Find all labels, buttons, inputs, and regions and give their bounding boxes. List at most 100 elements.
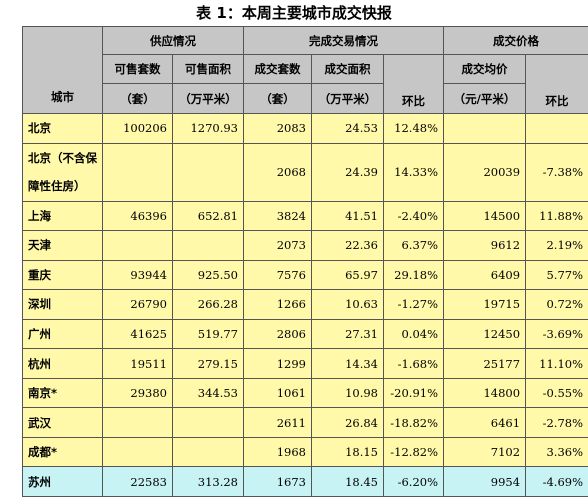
sale-area-cell	[172, 407, 244, 438]
header-sale-units: 可售套数	[102, 54, 173, 84]
avg-price-cell: 14800	[443, 377, 527, 409]
deal-area-cell: 24.39	[311, 142, 384, 202]
sale-units-cell: 46396	[102, 200, 173, 232]
header-deal-hb: 环比	[382, 54, 445, 114]
sale-area-cell	[172, 142, 244, 202]
city-cell: 杭州	[22, 348, 103, 379]
sale-area-cell	[172, 230, 244, 261]
deal-hb-cell: 0.04%	[382, 318, 445, 350]
avg-price-cell: 7102	[443, 436, 527, 468]
deal-hb-cell: 14.33%	[382, 142, 445, 202]
sale-units-cell	[102, 407, 173, 438]
city-cell: 上海	[22, 200, 103, 232]
price-hb-cell: 11.10%	[525, 348, 588, 379]
deal-hb-cell: 29.18%	[382, 259, 445, 291]
header-supply: 供应情况	[102, 26, 244, 55]
header-price: 成交价格	[443, 26, 588, 55]
price-hb-cell: -2.78%	[525, 407, 588, 438]
deal-area-cell: 65.97	[311, 259, 384, 291]
avg-price-cell: 9954	[443, 466, 527, 497]
avg-price-cell: 19715	[443, 289, 527, 320]
avg-price-cell: 6409	[443, 259, 527, 291]
header-unit-area-2: （万平米）	[311, 83, 384, 114]
deal-area-cell: 18.15	[311, 436, 384, 468]
sale-area-cell	[172, 436, 244, 468]
avg-price-cell: 25177	[443, 348, 527, 379]
deal-units-cell: 1673	[243, 466, 312, 497]
city-cell: 重庆	[22, 259, 103, 291]
deal-hb-cell: -1.27%	[382, 289, 445, 320]
sale-area-cell: 925.50	[172, 259, 244, 291]
avg-price-cell	[443, 113, 527, 144]
avg-price-cell: 14500	[443, 200, 527, 232]
deal-area-cell: 18.45	[311, 466, 384, 497]
table-row: 苏州 22583 313.28 1673 18.45 -6.20% 9954 -4.69%	[22, 466, 588, 497]
header-deal: 完成交易情况	[242, 26, 445, 55]
price-hb-cell: 3.36%	[525, 436, 588, 468]
sale-units-cell	[102, 436, 173, 468]
deal-area-cell: 14.34	[311, 348, 384, 379]
deal-hb-cell: -6.20%	[382, 466, 445, 497]
table-row: 北京 100206 1270.93 2083 24.53 12.48%	[22, 113, 588, 144]
deal-hb-cell: -12.82%	[382, 436, 445, 468]
price-hb-cell: -4.69%	[525, 466, 588, 497]
table-row: 广州 41625 519.77 2806 27.31 0.04% 12450 -3.69%	[22, 318, 588, 350]
city-cell: 武汉	[22, 407, 103, 438]
header-unit-tao-2: （套）	[243, 83, 312, 114]
deal-units-cell: 3824	[243, 200, 312, 232]
sale-units-cell	[102, 142, 173, 202]
sale-units-cell: 22583	[102, 466, 173, 497]
header-avg-price: 成交均价	[443, 54, 527, 84]
city-cell: 广州	[22, 318, 103, 350]
city-cell: 成都*	[22, 436, 103, 468]
city-cell: 南京*	[22, 377, 103, 409]
header-city: 城市	[22, 26, 103, 114]
deal-area-cell: 22.36	[311, 230, 384, 261]
sale-units-cell: 19511	[102, 348, 173, 379]
sale-area-cell: 313.28	[172, 466, 244, 497]
deal-hb-cell: -1.68%	[382, 348, 445, 379]
price-hb-cell: 11.88%	[525, 200, 588, 232]
deal-area-cell: 10.63	[311, 289, 384, 320]
table-row: 武汉 2611 26.84 -18.82% 6461 -2.78%	[22, 407, 588, 438]
deal-area-cell: 27.31	[311, 318, 384, 350]
table-body: 北京 100206 1270.93 2083 24.53 12.48% 北京（不含保障性住房…	[22, 113, 588, 497]
price-hb-cell: -0.55%	[525, 377, 588, 409]
sale-units-cell: 100206	[102, 113, 173, 144]
city-cell: 深圳	[22, 289, 103, 320]
header-unit-price: （元/平米）	[443, 83, 527, 114]
city-deals-table: 城市 供应情况 完成交易情况 成交价格 可售套数 可售面积 成交套数 成交面积 …	[22, 26, 588, 497]
sale-area-cell: 266.28	[172, 289, 244, 320]
deal-hb-cell: 12.48%	[382, 113, 445, 144]
city-cell: 北京	[22, 113, 103, 144]
header-deal-units: 成交套数	[243, 54, 312, 84]
table-title: 表 1：本周主要城市成交快报	[196, 4, 392, 22]
sale-area-cell: 1270.93	[172, 113, 244, 144]
deal-units-cell: 1266	[243, 289, 312, 320]
table-row: 深圳 26790 266.28 1266 10.63 -1.27% 19715 0.72%	[22, 289, 588, 320]
table-row: 南京* 29380 344.53 1061 10.98 -20.91% 14800 -0.55…	[22, 377, 588, 409]
deal-hb-cell: 6.37%	[382, 230, 445, 261]
deal-hb-cell: -2.40%	[382, 200, 445, 232]
table-row: 重庆 93944 925.50 7576 65.97 29.18% 6409 5.77%	[22, 259, 588, 291]
header-unit-tao: （套）	[102, 83, 173, 114]
deal-units-cell: 1299	[243, 348, 312, 379]
deal-units-cell: 2611	[243, 407, 312, 438]
city-cell: 天津	[22, 230, 103, 261]
sale-units-cell	[102, 230, 173, 261]
sale-units-cell: 93944	[102, 259, 173, 291]
deal-units-cell: 2068	[243, 142, 312, 202]
deal-hb-cell: -18.82%	[382, 407, 445, 438]
sale-area-cell: 652.81	[172, 200, 244, 232]
deal-units-cell: 1968	[243, 436, 312, 468]
deal-hb-cell: -20.91%	[382, 377, 445, 409]
deal-units-cell: 2806	[243, 318, 312, 350]
table-row: 北京（不含保障性住房） 2068 24.39 14.33% 20039 -7.38%	[22, 142, 588, 202]
city-cell: 苏州	[22, 466, 103, 497]
header-deal-area: 成交面积	[311, 54, 384, 84]
deal-units-cell: 2073	[243, 230, 312, 261]
deal-area-cell: 41.51	[311, 200, 384, 232]
avg-price-cell: 12450	[443, 318, 527, 350]
price-hb-cell	[525, 113, 588, 144]
header-price-hb: 环比	[525, 54, 588, 114]
